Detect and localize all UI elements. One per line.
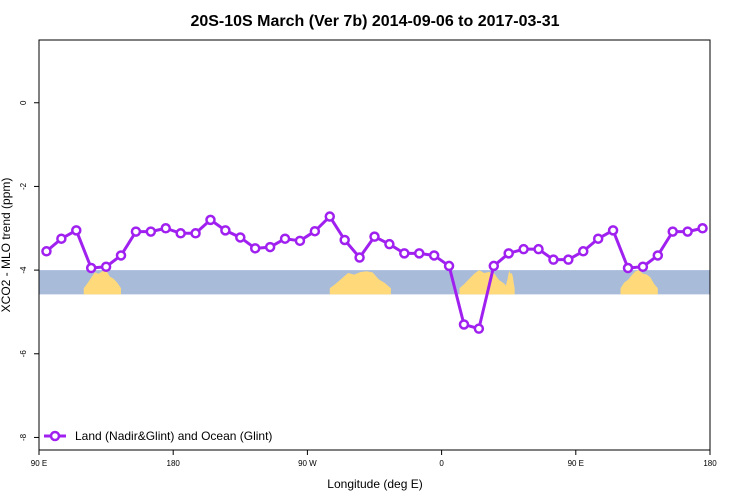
x-axis: 90 E 180 90 W 0 90 E 180 [31,450,717,468]
x-tick-label: 0 [439,459,444,468]
data-point [249,243,261,254]
land-region-australia [83,270,122,295]
data-point [622,262,634,274]
data-point [607,225,619,236]
y-tick-label: -8 [19,433,28,441]
data-point [652,250,664,261]
data-point [339,234,350,246]
data-point [533,243,544,255]
data-point [458,319,470,330]
data-point [637,261,649,273]
data-point [324,211,336,222]
data-point [518,243,529,255]
data-point [473,323,485,334]
land-ocean-strip [39,270,710,295]
land-region-africa [459,270,509,295]
data-point [503,248,514,259]
data-point [488,260,500,272]
data-point [115,250,127,261]
data-point [71,225,82,236]
data-point [578,246,589,257]
y-axis: 0 -2 -4 -6 -8 [19,100,39,441]
data-point [428,250,440,261]
legend-marker [49,430,61,442]
data-point [294,235,306,247]
data-point [56,233,67,244]
data-point [697,223,708,234]
data-point [443,260,455,272]
legend-label: Land (Nadir&Glint) and Ocean (Glint) [75,429,272,443]
y-axis-label: XCO2 - MLO trend (ppm) [0,178,13,313]
y-tick-label: -6 [19,350,28,358]
data-point [369,231,380,242]
x-tick-label: 180 [167,459,181,468]
data-point [354,252,365,263]
land-region-australia [620,270,658,295]
data-point [205,214,216,226]
x-tick-label: 90 E [31,459,47,468]
land-region-south-america [329,271,391,295]
data-point [100,261,112,273]
x-tick-label: 90 W [298,459,317,468]
data-point [190,228,201,239]
land-region-madagascar [505,270,515,295]
x-tick-label: 180 [703,459,717,468]
data-point [413,248,425,259]
series-layer [41,211,708,334]
x-tick-label: 90 E [568,459,584,468]
y-tick-label: -2 [19,182,28,190]
data-point [548,254,559,265]
plot-area [38,39,711,451]
data-point [145,226,157,237]
data-point [160,223,171,234]
chart-title: 20S-10S March (Ver 7b) 2014-09-06 to 201… [190,13,559,30]
y-tick-label: 0 [19,100,28,105]
data-point [384,238,395,250]
data-point [235,232,246,243]
data-point [41,246,52,257]
y-tick-label: -4 [19,266,28,274]
data-point [175,228,186,239]
data-point [309,225,321,237]
data-point [592,233,604,244]
data-point [399,248,410,259]
data-point [264,241,276,253]
data-point [682,226,693,237]
data-point [563,254,574,265]
data-point [279,233,291,244]
data-point [220,225,231,236]
legend: Land (Nadir&Glint) and Ocean (Glint) [44,429,272,443]
data-point [85,262,97,274]
data-point [130,226,142,237]
data-point [667,226,678,237]
x-axis-label: Longitude (deg E) [327,477,422,491]
